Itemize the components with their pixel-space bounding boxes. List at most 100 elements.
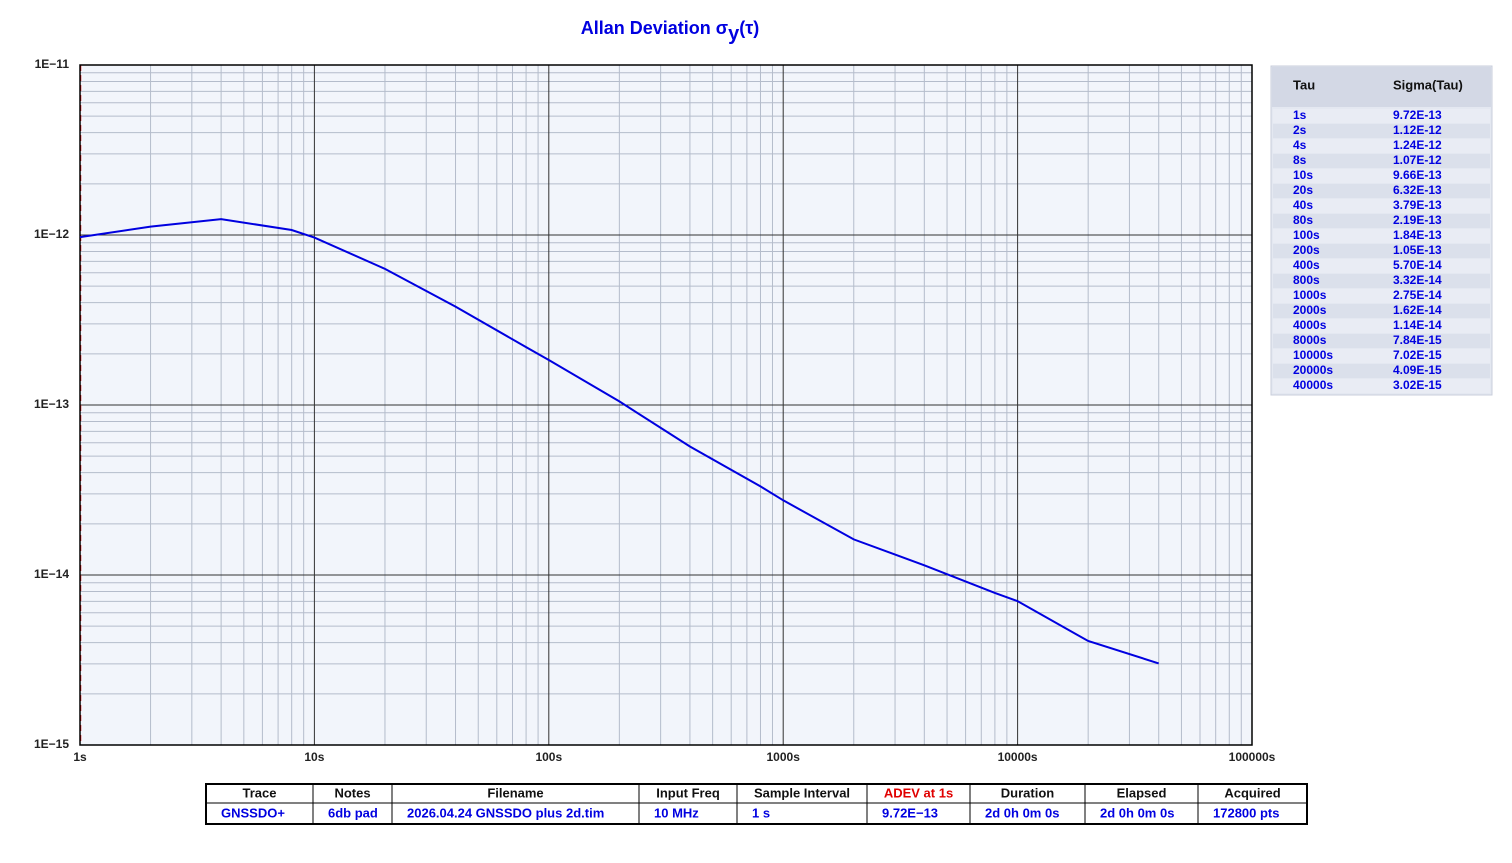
y-tick-label: 1E−15 [34, 737, 69, 751]
side-table-row [1273, 304, 1490, 318]
side-table-cell: 4000s [1293, 318, 1327, 332]
side-table-row [1273, 259, 1490, 273]
side-table: Tau Sigma(Tau) 1s 9.72E-13 2s 1.12E-12 4s 1.24E… [1270, 65, 1493, 396]
info-table-frame [205, 783, 1308, 825]
info-table-cell: 6db pad [328, 805, 378, 820]
side-table-row [1273, 184, 1490, 198]
side-table-cell: 10000s [1293, 348, 1333, 362]
title-subscript: y [728, 23, 740, 45]
side-table-cell: 40s [1293, 198, 1313, 212]
side-table-cell: 2.19E-13 [1393, 213, 1442, 227]
info-table-header: Acquired [1224, 785, 1280, 800]
info-table-header: Trace [243, 785, 277, 800]
info-table-cell: 2d 0h 0m 0s [1100, 805, 1174, 820]
y-tick-label: 1E−12 [34, 227, 69, 241]
side-table-row [1273, 319, 1490, 333]
side-table-row [1273, 334, 1490, 348]
info-table-header: Filename [487, 785, 543, 800]
side-table-cell: 3.79E-13 [1393, 198, 1442, 212]
side-table-row [1273, 364, 1490, 378]
info-table-cell: 1 s [752, 805, 770, 820]
side-table-cell: 5.70E-14 [1393, 258, 1442, 272]
side-table-cell: 1.12E-12 [1393, 123, 1442, 137]
x-tick-label: 10s [304, 750, 324, 764]
side-table-row [1273, 349, 1490, 363]
side-table-row [1273, 244, 1490, 258]
side-table-cell: 800s [1293, 273, 1320, 287]
side-table-cell: 1.14E-14 [1393, 318, 1442, 332]
side-table-row [1273, 169, 1490, 183]
side-table-row [1273, 289, 1490, 303]
side-table-header: Sigma(Tau) [1393, 77, 1463, 92]
side-table-cell: 8s [1293, 153, 1307, 167]
side-table-row [1273, 109, 1490, 123]
info-table-cell: 2d 0h 0m 0s [985, 805, 1059, 820]
title-main: Allan Deviation σ [581, 18, 728, 38]
side-table-cell: 2000s [1293, 303, 1327, 317]
side-table-cell: 100s [1293, 228, 1320, 242]
info-table-header: Elapsed [1117, 785, 1167, 800]
side-table-row [1273, 139, 1490, 153]
side-table-cell: 40000s [1293, 378, 1333, 392]
info-table: Trace GNSSDO+ Notes 6db pad Filename 2026.04.… [205, 783, 1308, 825]
chart-title: Allan Deviation σy(τ) [581, 18, 760, 46]
info-table-header: Notes [334, 785, 370, 800]
info-table-cell: 9.72E−13 [882, 805, 938, 820]
side-table-cell: 3.32E-14 [1393, 273, 1442, 287]
info-table-header: Input Freq [656, 785, 720, 800]
side-table-cell: 4s [1293, 138, 1307, 152]
side-table-cell: 6.32E-13 [1393, 183, 1442, 197]
side-table-row [1273, 214, 1490, 228]
side-table-cell: 10s [1293, 168, 1313, 182]
side-table-cell: 2s [1293, 123, 1307, 137]
side-table-cell: 1.07E-12 [1393, 153, 1442, 167]
info-table-header: Sample Interval [754, 785, 850, 800]
side-table-row [1273, 274, 1490, 288]
side-table-cell: 1.24E-12 [1393, 138, 1442, 152]
side-table-cell: 9.66E-13 [1393, 168, 1442, 182]
data-line [79, 218, 1160, 665]
x-tick-label: 100s [535, 750, 562, 764]
side-table-header-bg [1272, 67, 1491, 107]
side-table-cell: 7.84E-15 [1393, 333, 1442, 347]
side-table-row [1273, 229, 1490, 243]
side-table-cell: 2.75E-14 [1393, 288, 1442, 302]
x-tick-label: 1s [73, 750, 87, 764]
y-tick-label: 1E−14 [34, 567, 69, 581]
x-tick-label: 10000s [998, 750, 1038, 764]
side-table-cell: 20s [1293, 183, 1313, 197]
side-table-cell: 1s [1293, 108, 1307, 122]
side-table-cell: 1.62E-14 [1393, 303, 1442, 317]
y-tick-label: 1E−11 [35, 57, 70, 71]
info-table-cell: 172800 pts [1213, 805, 1280, 820]
info-table-cell: 2026.04.24 GNSSDO plus 2d.tim [407, 805, 604, 820]
info-table-header: ADEV at 1s [884, 785, 953, 800]
side-table-cell: 9.72E-13 [1393, 108, 1442, 122]
y-tick-label: 1E−13 [34, 397, 69, 411]
side-table-cell: 1.84E-13 [1393, 228, 1442, 242]
x-tick-label: 1000s [767, 750, 801, 764]
side-table-cell: 3.02E-15 [1393, 378, 1442, 392]
x-tick-label: 100000s [1229, 750, 1276, 764]
side-table-cell: 4.09E-15 [1393, 363, 1442, 377]
info-table-cell: GNSSDO+ [221, 805, 285, 820]
grid [79, 64, 1253, 746]
side-table-cell: 8000s [1293, 333, 1327, 347]
side-table-cell: 1.05E-13 [1393, 243, 1442, 257]
side-table-cell: 80s [1293, 213, 1313, 227]
side-table-cell: 1000s [1293, 288, 1327, 302]
side-table-cell: 400s [1293, 258, 1320, 272]
info-table-cell: 10 MHz [654, 805, 699, 820]
side-table-row [1273, 124, 1490, 138]
side-table-cell: 7.02E-15 [1393, 348, 1442, 362]
side-table-row [1273, 199, 1490, 213]
side-table-row [1273, 154, 1490, 168]
plot-frame [79, 64, 1253, 746]
title-suffix: (τ) [739, 18, 759, 38]
info-table-header: Duration [1001, 785, 1055, 800]
side-table-header: Tau [1293, 77, 1315, 92]
side-table-cell: 20000s [1293, 363, 1333, 377]
side-table-row [1273, 379, 1490, 393]
